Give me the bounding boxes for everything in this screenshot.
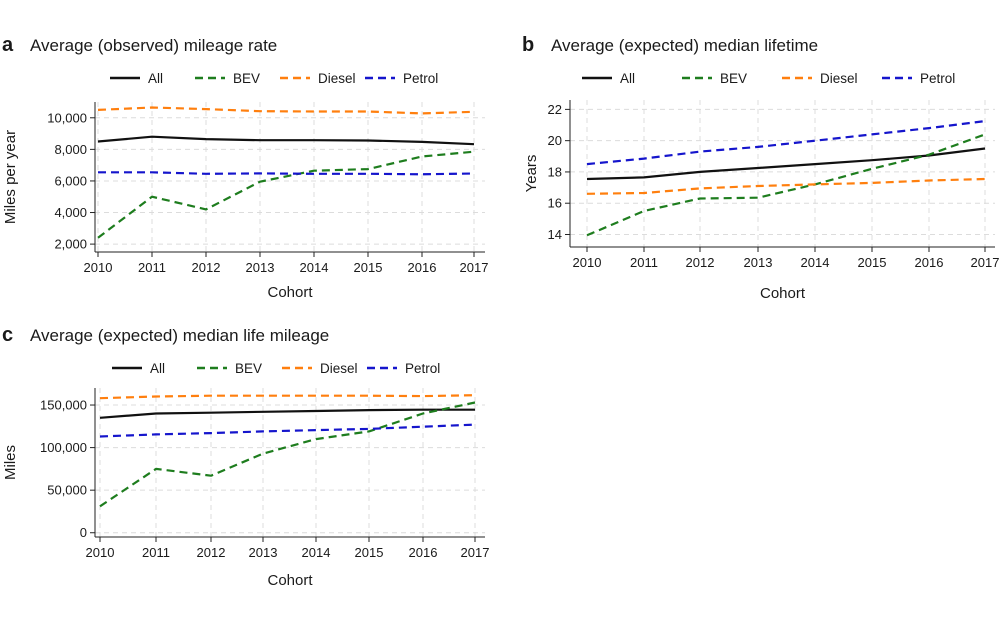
x-tick-label: 2010: [573, 255, 602, 270]
x-tick-label: 2013: [744, 255, 773, 270]
y-tick-label: 100,000: [40, 440, 87, 455]
x-tick-label: 2013: [246, 260, 275, 275]
x-tick-label: 2012: [686, 255, 715, 270]
x-tick-label: 2013: [249, 545, 278, 560]
x-tick-label: 2012: [192, 260, 221, 275]
series-line-all: [97, 135, 475, 146]
legend-label-bev: BEV: [233, 71, 260, 86]
x-tick-label: 2017: [971, 255, 1000, 270]
panel-b: b Average (expected) median lifetime 14 1…: [522, 34, 999, 302]
x-tick-label: 2012: [197, 545, 226, 560]
x-tick-label: 2016: [408, 260, 437, 275]
legend-label-all: All: [620, 71, 635, 86]
series-line-diesel: [586, 177, 986, 195]
y-axis-title: Years: [523, 155, 540, 193]
legend-label-diesel: Diesel: [320, 361, 358, 376]
x-tick-label: 2014: [300, 260, 329, 275]
series-line-petrol: [98, 171, 475, 176]
x-tick-label: 2015: [354, 260, 383, 275]
panel-c-letter: c: [2, 324, 13, 346]
x-tick-label: 2014: [302, 545, 331, 560]
series-line-bev: [586, 133, 986, 237]
y-tick-label: 4,000: [54, 205, 87, 220]
x-tick-label: 2010: [84, 260, 113, 275]
legend-label-petrol: Petrol: [405, 361, 440, 376]
y-tick-label: 20: [548, 133, 562, 148]
legend-label-diesel: Diesel: [820, 71, 858, 86]
panel-a-letter: a: [2, 34, 14, 56]
x-tick-label: 2015: [355, 545, 384, 560]
legend: All BEV Diesel Petrol: [110, 71, 438, 86]
panel-c: c Average (expected) median life mileage…: [2, 324, 489, 589]
y-tick-label: 22: [548, 102, 562, 117]
x-tick-label: 2015: [858, 255, 887, 270]
x-axis-title: Cohort: [267, 284, 313, 301]
y-axis-title: Miles: [2, 445, 19, 480]
y-tick-label: 14: [548, 227, 562, 242]
legend-label-petrol: Petrol: [920, 71, 955, 86]
legend-label-bev: BEV: [235, 361, 262, 376]
x-tick-label: 2011: [138, 260, 166, 275]
y-tick-label: 18: [548, 164, 562, 179]
x-tick-label: 2017: [460, 260, 489, 275]
panel-b-title: Average (expected) median lifetime: [551, 36, 818, 55]
y-tick-label: 8,000: [54, 142, 87, 157]
panel-a-title: Average (observed) mileage rate: [30, 36, 277, 55]
series-line-petrol: [99, 423, 476, 438]
legend-label-petrol: Petrol: [403, 71, 438, 86]
legend: All BEV Diesel Petrol: [582, 71, 955, 86]
y-tick-label: 16: [548, 196, 562, 211]
x-axis-title: Cohort: [267, 572, 313, 589]
series-line-all: [99, 408, 475, 419]
y-tick-label: 50,000: [47, 483, 87, 498]
panel-a: a Average (observed) mileage rate 2,000 4…: [2, 34, 488, 301]
series-line-all: [586, 147, 986, 181]
x-tick-label: 2016: [409, 545, 438, 560]
x-tick-label: 2016: [915, 255, 944, 270]
y-tick-label: 6,000: [54, 173, 87, 188]
x-axis-title: Cohort: [760, 285, 806, 302]
legend: All BEV Diesel Petrol: [112, 361, 440, 376]
panel-b-letter: b: [522, 34, 534, 56]
x-tick-label: 2011: [630, 255, 658, 270]
y-tick-label: 2,000: [54, 237, 87, 252]
x-tick-label: 2017: [461, 545, 490, 560]
series-line-diesel: [99, 394, 476, 400]
legend-label-all: All: [148, 71, 163, 86]
y-tick-label: 150,000: [40, 398, 87, 413]
x-tick-label: 2010: [86, 545, 115, 560]
x-tick-label: 2011: [142, 545, 170, 560]
y-axis-title: Miles per year: [2, 130, 19, 224]
y-tick-label: 0: [80, 525, 87, 540]
legend-label-all: All: [150, 361, 165, 376]
y-tick-label: 10,000: [47, 110, 87, 125]
legend-label-bev: BEV: [720, 71, 747, 86]
legend-label-diesel: Diesel: [318, 71, 356, 86]
series-line-diesel: [97, 106, 475, 115]
x-tick-label: 2014: [801, 255, 830, 270]
series-line-petrol: [586, 120, 986, 166]
series-line-bev: [97, 150, 475, 239]
panel-c-title: Average (expected) median life mileage: [30, 326, 329, 345]
